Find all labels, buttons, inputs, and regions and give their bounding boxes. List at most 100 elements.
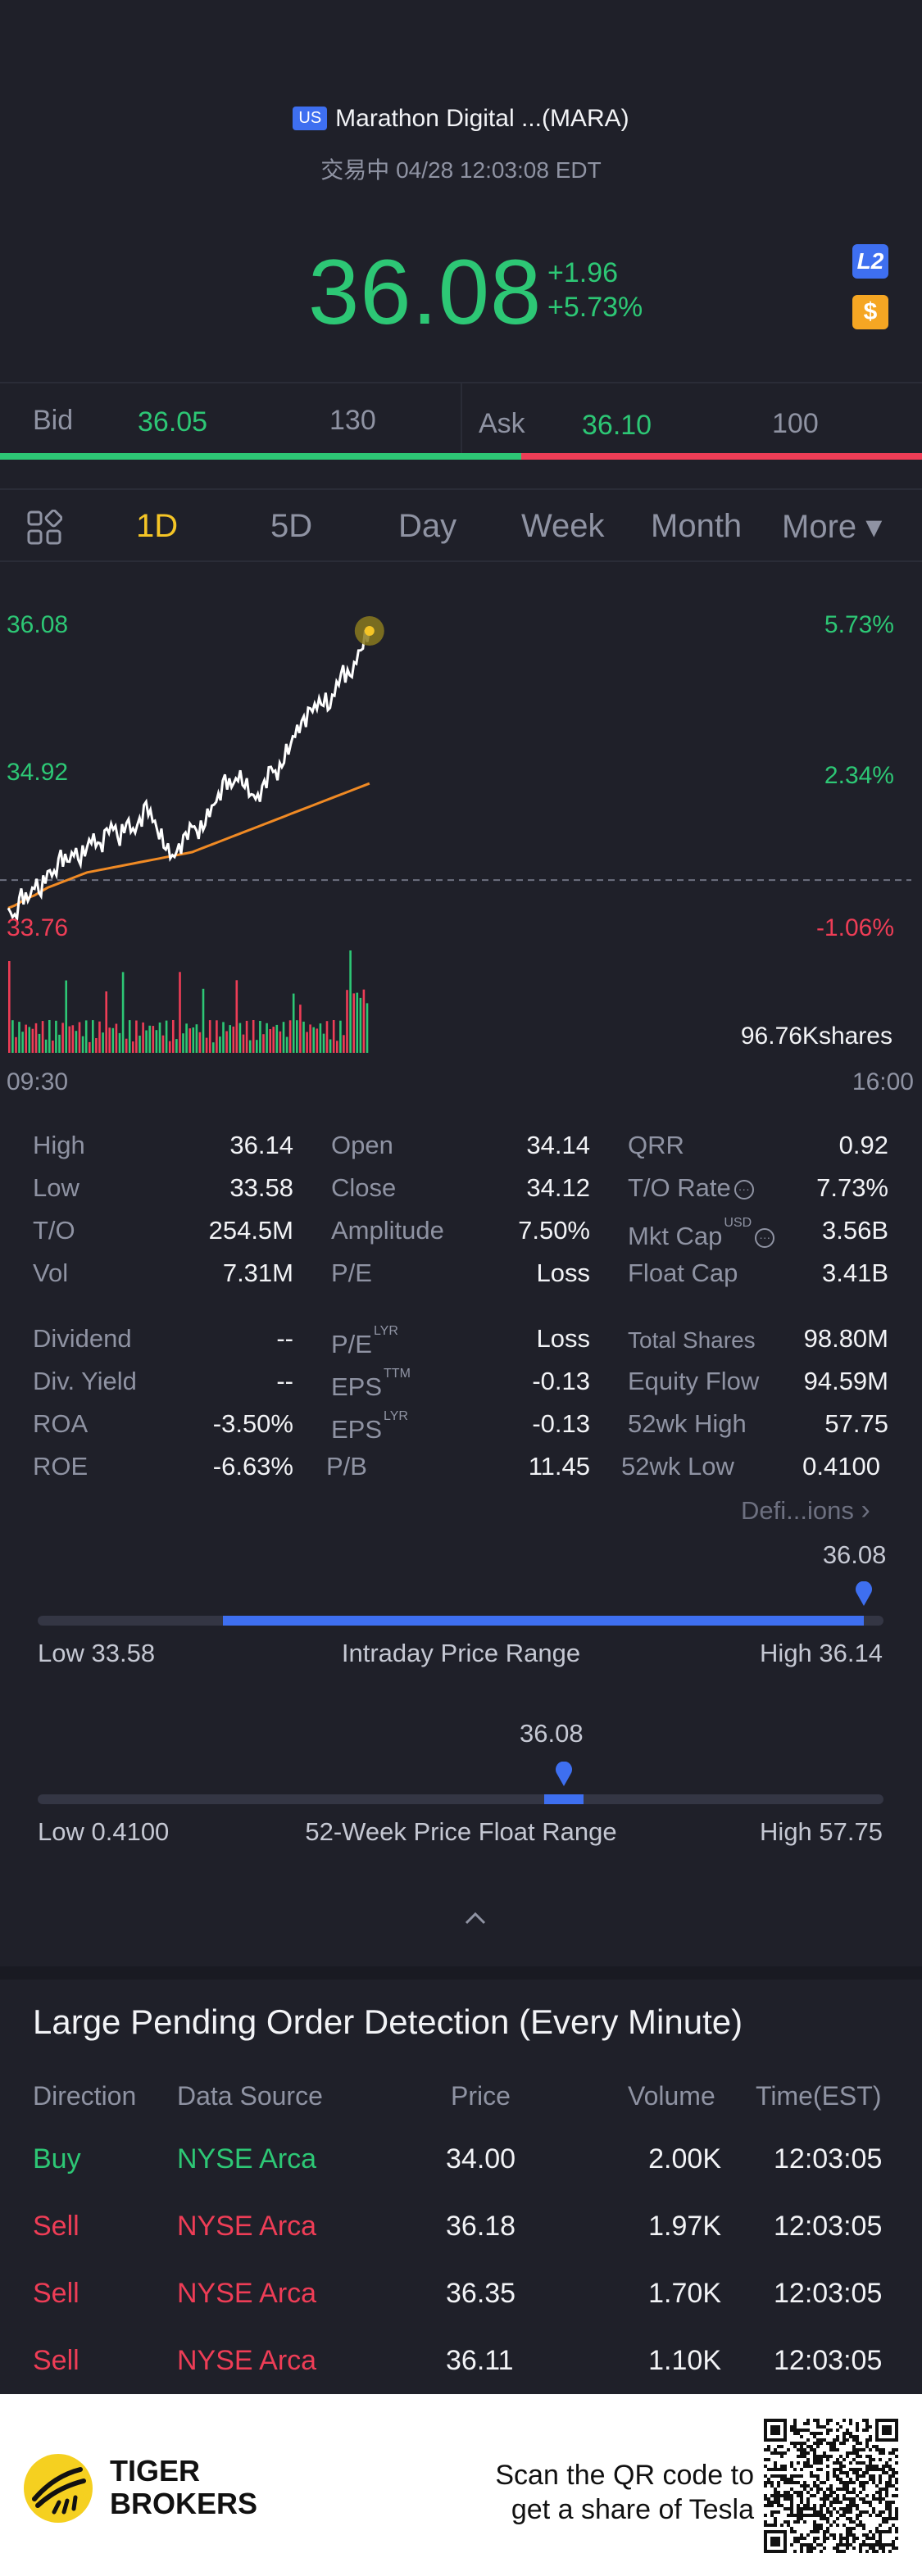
info-icon[interactable]: ··· [734,1180,754,1200]
qr-module [770,2514,774,2517]
order-direction: Sell [33,2345,79,2376]
qr-module [836,2478,839,2481]
qr-module [872,2507,875,2510]
qr-module [856,2448,859,2451]
qr-module [862,2429,865,2432]
level2-icon[interactable]: L2 [852,244,888,279]
qr-module [865,2455,869,2458]
qr-module [806,2491,810,2494]
tab-month[interactable]: Month [651,508,743,544]
volume-bar [65,980,67,1053]
definitions-link[interactable]: Defi...ions › [741,1494,870,1526]
qr-module [826,2474,829,2478]
qr-module [862,2543,865,2547]
table-row[interactable]: Buy NYSE Arca 34.00 2.00K 12:03:05 [0,2143,922,2193]
qr-module [865,2429,869,2432]
qr-module [803,2429,806,2432]
qr-module [764,2524,767,2527]
qr-module [882,2451,885,2455]
qr-module [764,2465,767,2468]
tab-day[interactable]: Day [398,508,457,544]
qr-module [829,2488,833,2491]
qr-module [843,2438,846,2442]
qr-module [770,2451,774,2455]
stat-value: 94.59M [803,1367,888,1395]
qr-module [833,2445,836,2448]
tab-5d[interactable]: 5D [270,508,313,544]
qr-module [806,2497,810,2501]
qr-module [800,2510,803,2514]
qr-module [820,2461,823,2465]
volume-bar [92,1020,94,1053]
qr-module [793,2442,797,2445]
qr-module [885,2530,888,2533]
qr-module [836,2543,839,2547]
qr-module [843,2481,846,2484]
dollar-icon[interactable]: $ [852,295,888,329]
qr-module [826,2507,829,2510]
qr-module [849,2435,852,2438]
chevron-up-icon[interactable] [464,1911,487,1925]
qr-module [810,2445,813,2448]
qr-module [810,2448,813,2451]
qr-module [774,2474,777,2478]
qr-module [865,2442,869,2445]
info-icon[interactable]: ··· [755,1228,775,1248]
qr-module [865,2425,869,2429]
qr-module [849,2510,852,2514]
qr-module [774,2501,777,2504]
qr-module [829,2429,833,2432]
qr-module [833,2468,836,2471]
tab-1d[interactable]: 1D [136,508,179,544]
qr-module [872,2537,875,2540]
stat-label: Div. Yield [33,1367,137,1395]
qr-module [780,2468,783,2471]
volume-bar [168,1041,171,1053]
qr-module [879,2474,882,2478]
qr-module [793,2537,797,2540]
order-source: NYSE Arca [177,2143,317,2175]
qr-module [849,2530,852,2533]
bid-price: 36.05 [138,406,208,438]
qr-module [826,2458,829,2461]
qr-module [892,2448,895,2451]
qr-module [839,2550,843,2553]
qr-module [839,2537,843,2540]
bid-ask-bar[interactable]: Bid 36.05 130 Ask 36.10 100 [0,382,922,456]
table-row[interactable]: Sell NYSE Arca 36.35 1.70K 12:03:05 [0,2278,922,2327]
qr-module [892,2517,895,2520]
qr-module [875,2527,879,2530]
qr-module [774,2448,777,2451]
tab-week[interactable]: Week [521,508,605,544]
qr-module [888,2543,892,2547]
qr-code-icon[interactable] [764,2419,898,2553]
qr-module [813,2481,816,2484]
qr-module [859,2524,862,2527]
stat-label-mkt-cap[interactable]: Mkt Cap USD··· [628,1216,775,1251]
qr-module [852,2540,856,2543]
stat-value: 7.50% [518,1216,590,1245]
average-price-line [7,782,370,909]
qr-module [888,2481,892,2484]
stat-value: -- [276,1324,293,1353]
qr-module [862,2471,865,2474]
intraday-chart[interactable]: 36.08 34.92 33.76 5.73% 2.34% -1.06% 96.… [0,565,922,1098]
volume-bar [322,1033,325,1053]
volume-bar [288,1020,292,1053]
volume-bar [279,1031,282,1053]
qr-module [859,2461,862,2465]
qr-module [843,2543,846,2547]
stat-label-to-rate[interactable]: T/O Rate ··· [628,1173,754,1203]
qr-module [833,2533,836,2537]
tab-more[interactable]: More ▾ [782,509,883,545]
qr-module [803,2455,806,2458]
volume-bar [192,1027,195,1053]
qr-module [862,2533,865,2537]
table-row[interactable]: Sell NYSE Arca 36.18 1.97K 12:03:05 [0,2211,922,2260]
qr-module [839,2425,843,2429]
grid-layout-icon[interactable] [26,510,62,546]
table-row[interactable]: Sell NYSE Arca 36.11 1.10K 12:03:05 [0,2345,922,2394]
stock-title[interactable]: US Marathon Digital ...(MARA) [0,105,922,133]
volume-bar [266,1023,268,1053]
promo-footer[interactable]: TIGER BROKERS Scan the QR code to get a … [0,2394,922,2576]
